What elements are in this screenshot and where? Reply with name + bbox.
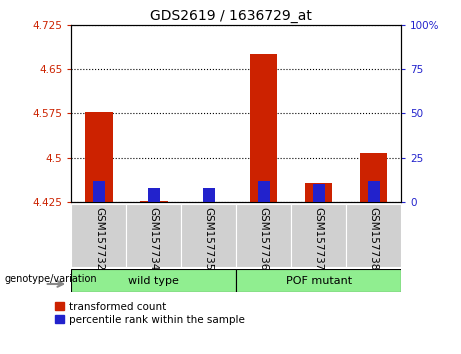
Text: GSM157732: GSM157732 <box>94 207 104 270</box>
Bar <box>236 204 291 267</box>
Bar <box>305 183 332 202</box>
Bar <box>258 181 270 202</box>
Text: POF mutant: POF mutant <box>286 275 352 286</box>
Bar <box>195 202 223 204</box>
Bar <box>346 204 401 267</box>
Bar <box>71 269 236 292</box>
Bar <box>360 153 387 202</box>
Text: wild type: wild type <box>129 275 179 286</box>
Bar <box>181 204 236 267</box>
Bar <box>93 181 105 202</box>
Bar <box>250 54 278 202</box>
Text: GDS2619 / 1636729_at: GDS2619 / 1636729_at <box>149 9 312 23</box>
Text: GSM157735: GSM157735 <box>204 207 214 270</box>
Bar <box>203 188 215 202</box>
Text: GSM157734: GSM157734 <box>149 207 159 270</box>
Bar <box>291 204 346 267</box>
Bar <box>85 112 112 202</box>
Bar <box>236 269 401 292</box>
Bar <box>313 184 325 202</box>
Text: genotype/variation: genotype/variation <box>5 274 97 284</box>
Text: GSM157738: GSM157738 <box>369 207 378 270</box>
Bar <box>71 204 126 267</box>
Bar <box>140 201 168 202</box>
Legend: transformed count, percentile rank within the sample: transformed count, percentile rank withi… <box>53 301 246 326</box>
Text: GSM157737: GSM157737 <box>313 207 324 270</box>
Bar <box>367 181 380 202</box>
Bar <box>148 188 160 202</box>
Text: GSM157736: GSM157736 <box>259 207 269 270</box>
Bar <box>126 204 181 267</box>
